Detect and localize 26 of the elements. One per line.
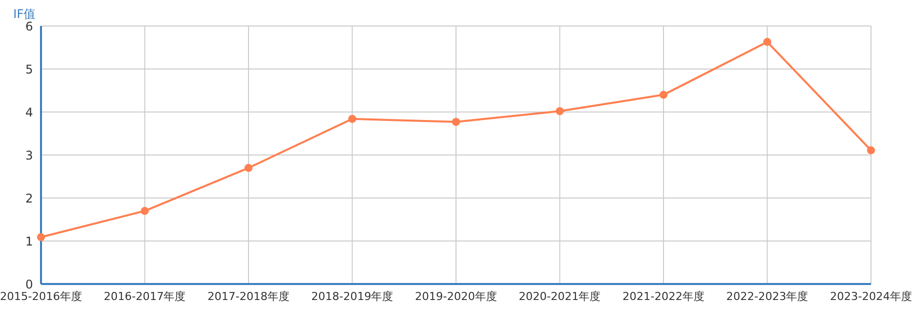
x-tick-label: 2018-2019年度	[311, 290, 394, 303]
point	[556, 107, 564, 116]
y-tick-label: 2	[25, 191, 33, 206]
x-tick-label: 2020-2021年度	[518, 290, 601, 303]
point	[37, 233, 45, 242]
x-tick-label: 2016-2017年度	[104, 290, 186, 303]
point	[867, 146, 875, 154]
point	[244, 164, 252, 172]
y-tick-label: 3	[25, 148, 33, 162]
point	[660, 90, 668, 99]
point	[348, 114, 356, 123]
y-tick-label: 6	[25, 19, 33, 34]
point	[140, 206, 149, 215]
x-tick-label: 2023-2024年度	[830, 290, 912, 303]
point	[763, 38, 772, 46]
y-tick-label: 4	[25, 105, 33, 120]
y-tick-label: 0	[25, 277, 33, 292]
x-tick-label: 2019-2020年度	[415, 290, 497, 303]
y-tick-label: 5	[25, 62, 33, 76]
x-tick-label: 2017-2018年度	[208, 290, 290, 303]
point	[452, 118, 460, 126]
x-tick-label: 2015-2016年度	[0, 290, 82, 303]
y-tick-label: 1	[25, 234, 33, 248]
x-tick-label: 2022-2023年度	[726, 290, 808, 303]
y-axis-title: IF值	[13, 7, 36, 21]
x-tick-label: 2021-2022年度	[622, 290, 704, 303]
